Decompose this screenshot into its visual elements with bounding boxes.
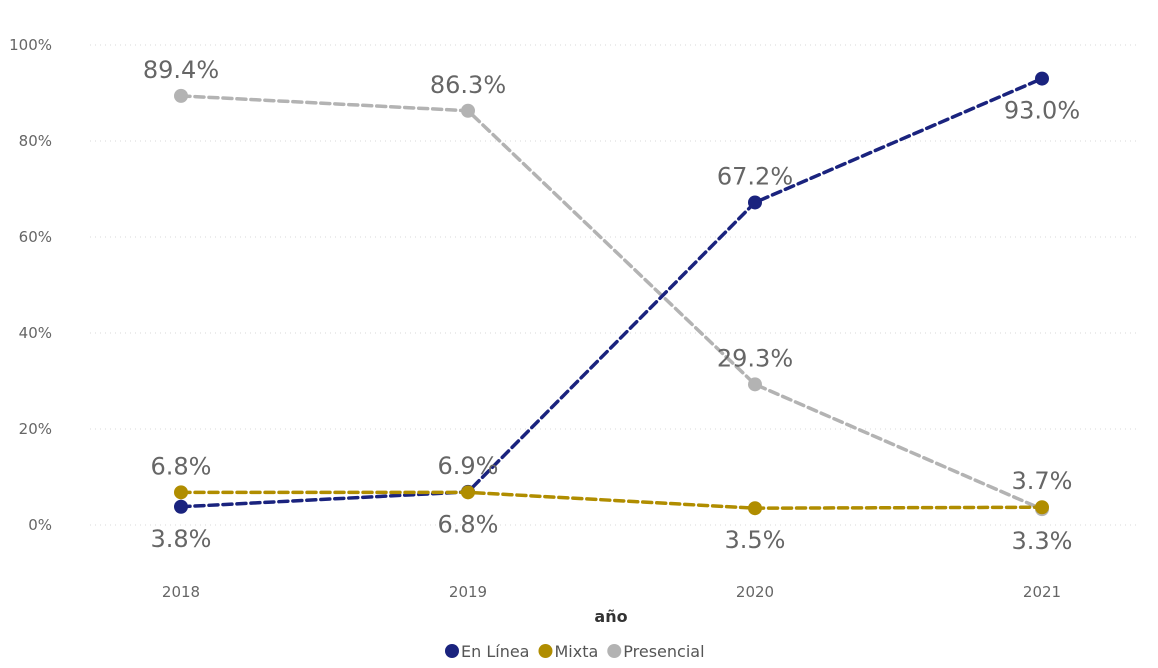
data-point[interactable] bbox=[1035, 500, 1049, 515]
x-axis-ticks: 2018 2019 2020 2021 bbox=[162, 583, 1061, 601]
data-point[interactable] bbox=[174, 88, 188, 103]
data-point[interactable] bbox=[748, 377, 762, 392]
x-tick-label: 2021 bbox=[1023, 583, 1061, 601]
gridlines bbox=[90, 44, 1138, 526]
legend-item[interactable]: En Línea bbox=[445, 642, 529, 661]
data-point[interactable] bbox=[461, 485, 475, 500]
legend-item[interactable]: Mixta bbox=[538, 642, 598, 661]
data-label: 67.2% bbox=[717, 162, 793, 190]
series-line bbox=[179, 94, 1044, 511]
x-tick-label: 2020 bbox=[736, 583, 774, 601]
data-point[interactable] bbox=[1035, 71, 1049, 86]
data-label: 6.9% bbox=[438, 452, 499, 480]
legend-label: En Línea bbox=[461, 642, 529, 661]
y-tick-label: 100% bbox=[9, 36, 52, 54]
data-label: 3.3% bbox=[1012, 527, 1073, 555]
data-point[interactable] bbox=[174, 499, 188, 514]
data-label: 3.8% bbox=[151, 525, 212, 553]
data-label: 89.4% bbox=[143, 56, 219, 84]
data-point[interactable] bbox=[461, 103, 475, 118]
data-point[interactable] bbox=[174, 485, 188, 500]
legend-label: Presencial bbox=[623, 642, 704, 661]
legend-marker bbox=[607, 644, 622, 658]
data-label: 86.3% bbox=[430, 71, 506, 99]
series-presencial bbox=[174, 88, 1049, 517]
series-line bbox=[179, 490, 1044, 510]
data-labels: 89.4% 86.3% 29.3% 3.3% 3.8% 6.9% 67.2% 93.0% 6.8… bbox=[143, 56, 1080, 555]
data-label: 29.3% bbox=[717, 344, 793, 372]
data-label: 6.8% bbox=[438, 510, 499, 538]
x-tick-label: 2018 bbox=[162, 583, 200, 601]
data-label: 3.5% bbox=[725, 526, 786, 554]
series-lines bbox=[174, 71, 1049, 517]
data-point[interactable] bbox=[748, 501, 762, 516]
legend-marker bbox=[445, 644, 459, 658]
series-mixta bbox=[174, 485, 1049, 516]
y-tick-label: 80% bbox=[19, 132, 52, 150]
data-point[interactable] bbox=[748, 195, 762, 210]
y-tick-label: 20% bbox=[19, 420, 52, 438]
x-axis-title: año bbox=[594, 607, 627, 626]
data-label: 93.0% bbox=[1004, 97, 1080, 125]
data-label: 3.7% bbox=[1012, 467, 1073, 495]
y-tick-label: 0% bbox=[28, 516, 52, 534]
y-axis-ticks: 0% 20% 40% 60% 80% 100% bbox=[9, 36, 52, 534]
data-label: 6.8% bbox=[151, 452, 212, 480]
series-line bbox=[179, 76, 1044, 509]
x-tick-label: 2019 bbox=[449, 583, 487, 601]
legend-marker bbox=[538, 644, 553, 658]
legend-label: Mixta bbox=[554, 642, 598, 661]
y-tick-label: 40% bbox=[19, 324, 52, 342]
legend[interactable]: En Línea Mixta Presencial bbox=[445, 642, 705, 661]
series-en-línea bbox=[174, 71, 1049, 514]
legend-item[interactable]: Presencial bbox=[607, 642, 705, 661]
y-tick-label: 60% bbox=[19, 228, 52, 246]
